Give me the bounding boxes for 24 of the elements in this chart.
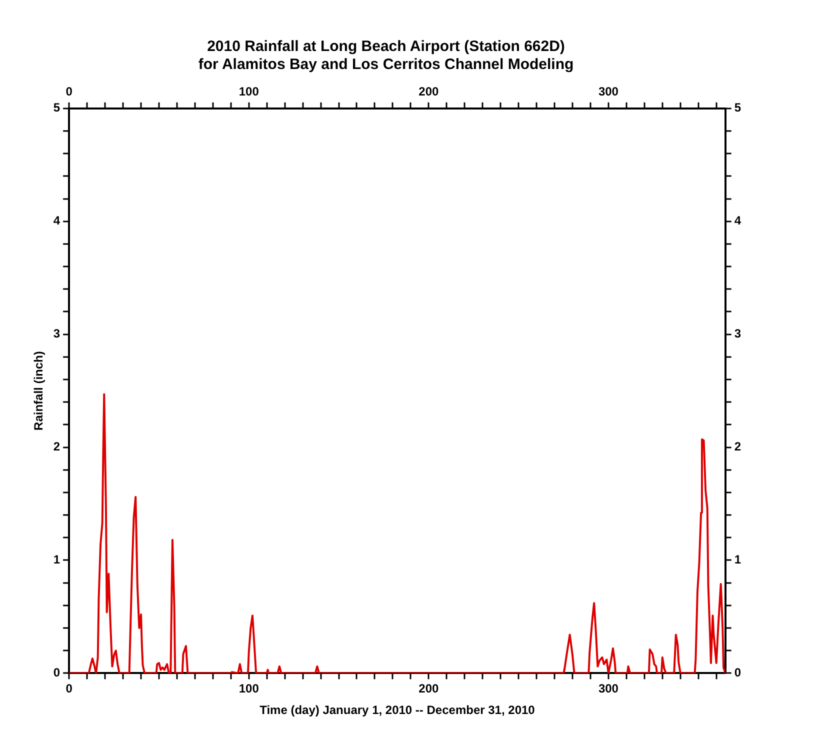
x-tick-label: 300 — [598, 682, 619, 696]
y-tick-label: 4 — [53, 214, 60, 228]
x-tick-label: 100 — [238, 682, 260, 696]
x2-tick-label: 200 — [418, 84, 439, 99]
x2-tick-label: 0 — [66, 84, 73, 99]
x2-tick-label: 300 — [598, 84, 619, 99]
chart-title: 2010 Rainfall at Long Beach Airport (Station 662D) — [207, 38, 565, 56]
y-tick-label: 5 — [53, 100, 60, 115]
y2-tick-label: 3 — [734, 326, 742, 341]
x-tick-label: 0 — [66, 682, 73, 696]
y2-tick-label: 0 — [734, 666, 742, 680]
x-tick-label: 200 — [418, 682, 439, 696]
x-axis-title: Time (day) January 1, 2010 -- December 31, 2010 — [260, 703, 536, 718]
y-tick-label: 2 — [53, 440, 60, 454]
y-tick-label: 0 — [53, 666, 60, 680]
y2-tick-label: 5 — [734, 100, 742, 115]
y-tick-label: 3 — [53, 326, 60, 341]
x2-tick-label: 100 — [238, 84, 260, 99]
y2-tick-label: 4 — [734, 214, 742, 228]
chart-subtitle: for Alamitos Bay and Los Cerritos Channel Modeling — [198, 56, 574, 74]
y-tick-label: 1 — [53, 552, 60, 567]
y2-tick-label: 2 — [734, 440, 742, 454]
y-axis-title: Rainfall (inch) — [32, 351, 46, 430]
y2-tick-label: 1 — [734, 552, 742, 567]
